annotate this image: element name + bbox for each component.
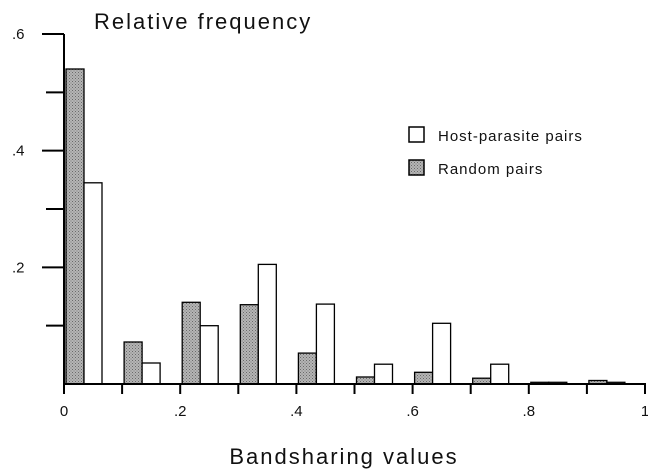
bar-random-6 — [413, 371, 434, 385]
bar-host-parasite-4 — [315, 303, 336, 385]
bar-host-parasite-7 — [490, 363, 510, 385]
y-tick-label: .4 — [12, 143, 25, 160]
bar-random-0 — [65, 68, 85, 385]
x-tick-label: 1 — [641, 403, 648, 420]
bar-random-1 — [123, 341, 143, 385]
bar-host-parasite-0 — [83, 182, 103, 385]
axes-group: .2 .4 .6 0 .2 .4 .6 .8 1 — [12, 26, 648, 420]
x-tick-label: 0 — [60, 403, 68, 420]
bars-group — [65, 68, 626, 385]
y-tick-label: .6 — [12, 26, 25, 43]
x-tick-label: .8 — [523, 403, 536, 420]
x-tick-label: .6 — [406, 403, 419, 420]
bar-random-5 — [355, 376, 376, 385]
x-tick-label: .4 — [290, 403, 303, 420]
legend-label-host-parasite: Host-parasite pairs — [438, 128, 583, 145]
bar-random-3 — [239, 304, 259, 385]
bar-host-parasite-5 — [373, 363, 394, 385]
legend-swatch-random — [408, 159, 425, 176]
y-tick-label: .2 — [12, 259, 25, 276]
legend-label-random: Random pairs — [438, 161, 543, 178]
x-axis-title: Bandsharing values — [229, 444, 458, 469]
legend-swatch-host-parasite — [408, 126, 425, 143]
y-axis-title: Relative frequency — [94, 9, 312, 34]
x-tick-label: .2 — [174, 403, 187, 420]
bar-host-parasite-6 — [431, 322, 452, 385]
bar-host-parasite-3 — [257, 263, 277, 385]
bar-host-parasite-1 — [141, 362, 161, 385]
legend: Host-parasite pairs Random pairs — [408, 126, 583, 178]
bar-random-2 — [181, 301, 201, 385]
bar-host-parasite-2 — [199, 325, 219, 385]
bar-random-4 — [297, 352, 318, 385]
